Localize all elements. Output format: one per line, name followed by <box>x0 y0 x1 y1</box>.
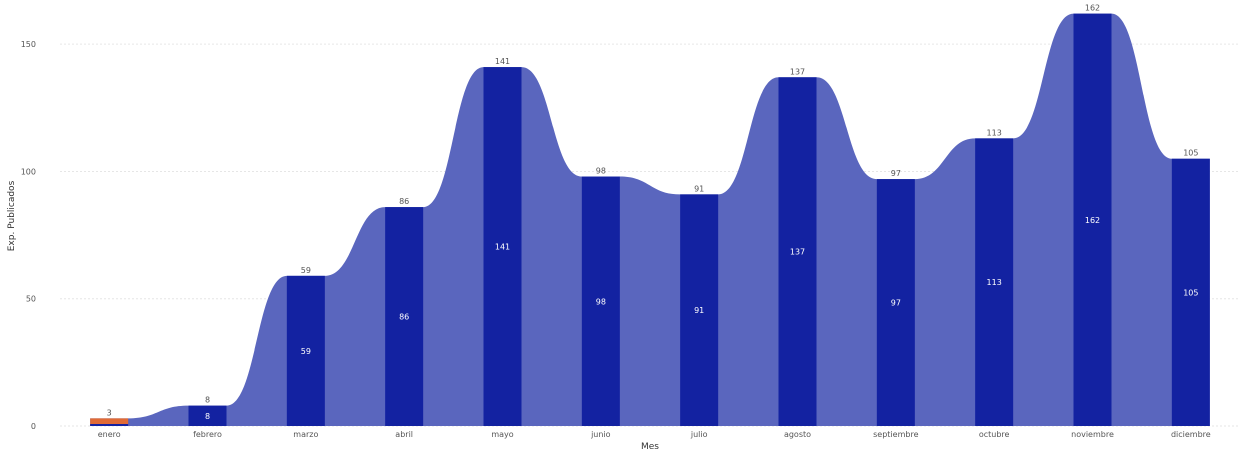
data-labels: 3 8 8 59 59 86 86 141 141 98 98 91 91 137 137 97 97 113 11… <box>107 4 1199 421</box>
data-label-top: 98 <box>596 167 606 176</box>
x-tick-label: mayo <box>491 430 513 439</box>
bar-junio[interactable] <box>581 176 620 426</box>
data-label-inside: 162 <box>1085 216 1100 225</box>
data-label-top: 8 <box>205 396 210 405</box>
x-tick-label: julio <box>690 430 708 439</box>
y-axis-title: Exp. Publicados <box>7 180 17 251</box>
bar-agosto[interactable] <box>778 77 817 426</box>
x-axis-ticks: enero febrero marzo abril mayo junio julio agos… <box>98 430 1211 439</box>
y-axis-ticks: 0 50 100 150 <box>21 40 36 431</box>
data-label-top: 105 <box>1183 149 1198 158</box>
x-axis-title: Mes <box>641 442 659 450</box>
x-tick-label: septiembre <box>873 430 918 439</box>
data-label-inside: 91 <box>694 306 704 315</box>
data-label-inside: 141 <box>495 243 510 252</box>
data-label-inside: 113 <box>987 278 1002 287</box>
data-label-inside: 105 <box>1183 288 1198 297</box>
y-tick-label: 50 <box>26 295 36 304</box>
bar-abril[interactable] <box>385 207 424 426</box>
data-label-top: 141 <box>495 57 510 66</box>
y-tick-label: 100 <box>21 167 36 176</box>
ribbon-shape <box>90 13 1210 427</box>
x-tick-label: abril <box>395 430 413 439</box>
data-label-inside: 86 <box>399 313 409 322</box>
x-tick-label: diciembre <box>1171 430 1211 439</box>
ribbon-area <box>90 13 1210 427</box>
bar-base-strip <box>90 424 129 426</box>
data-label-top: 86 <box>399 197 409 206</box>
x-tick-label: octubre <box>979 430 1010 439</box>
bar-septiembre[interactable] <box>876 179 915 426</box>
data-label-inside: 137 <box>790 248 805 257</box>
bar-diciembre[interactable] <box>1171 158 1210 426</box>
bars <box>90 13 1210 427</box>
bar-mayo[interactable] <box>483 67 522 426</box>
data-label-inside: 97 <box>891 299 901 308</box>
data-label-top: 162 <box>1085 4 1100 13</box>
data-label-inside: 59 <box>301 347 311 356</box>
data-label-top: 91 <box>694 184 704 193</box>
bar-febrero[interactable] <box>188 405 227 426</box>
x-tick-label: junio <box>590 430 611 439</box>
data-label-inside: 98 <box>596 297 606 306</box>
x-tick-label: agosto <box>784 430 811 439</box>
bar-julio[interactable] <box>680 194 719 426</box>
data-label-top: 3 <box>107 408 112 417</box>
bar-noviembre[interactable] <box>1073 13 1112 427</box>
y-tick-label: 0 <box>31 422 36 431</box>
data-label-inside: 8 <box>205 412 210 421</box>
y-tick-label: 150 <box>21 40 36 49</box>
x-tick-label: febrero <box>193 430 222 439</box>
data-label-top: 97 <box>891 169 901 178</box>
bar-enero[interactable] <box>90 418 129 426</box>
x-tick-label: noviembre <box>1071 430 1114 439</box>
x-tick-label: marzo <box>293 430 318 439</box>
data-label-top: 59 <box>301 266 311 275</box>
x-tick-label: enero <box>98 430 121 439</box>
data-label-top: 137 <box>790 67 805 76</box>
bar-octubre[interactable] <box>975 138 1014 426</box>
data-label-top: 113 <box>987 128 1002 137</box>
bar-marzo[interactable] <box>286 275 325 426</box>
